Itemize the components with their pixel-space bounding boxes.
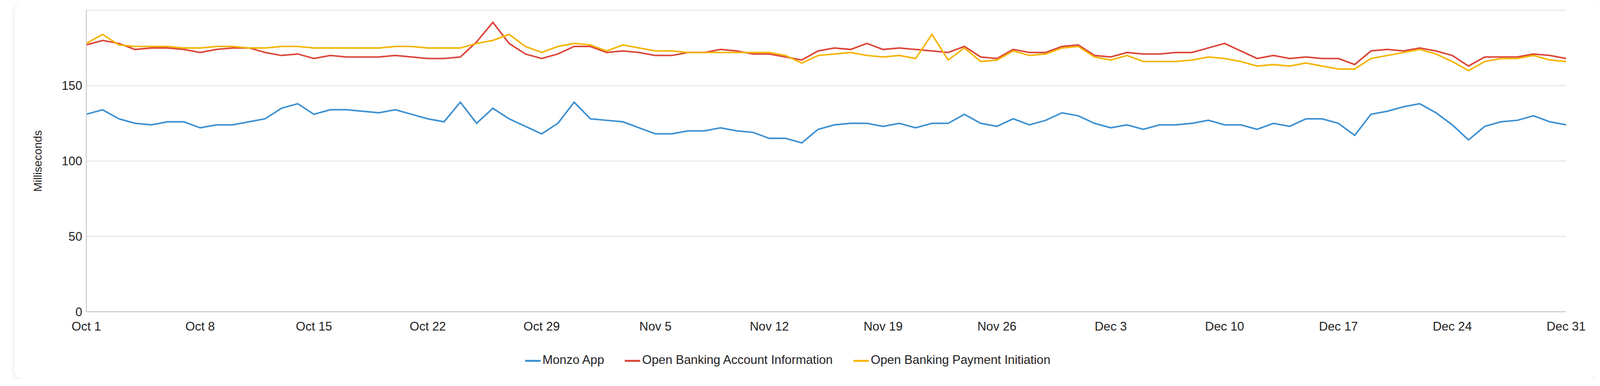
svg-text:Dec 31: Dec 31 <box>1546 319 1586 334</box>
svg-text:50: 50 <box>68 229 83 244</box>
svg-text:Nov 26: Nov 26 <box>977 319 1017 334</box>
svg-text:Dec 10: Dec 10 <box>1204 319 1244 334</box>
svg-text:Dec 17: Dec 17 <box>1318 319 1358 334</box>
svg-text:Oct 8: Oct 8 <box>185 319 215 334</box>
html-text:Open Banking Payment Initiatio: Open Banking Payment Initiation <box>870 353 1051 368</box>
svg-text:Oct 29: Oct 29 <box>523 319 561 334</box>
html-text:Open Banking Account Informati: Open Banking Account Information <box>642 353 833 368</box>
html-text:Monzo App: Monzo App <box>542 353 605 368</box>
svg-text:Nov 5: Nov 5 <box>639 319 672 334</box>
svg-text:Dec 3: Dec 3 <box>1094 319 1127 334</box>
svg-text:Oct 22: Oct 22 <box>409 319 446 334</box>
svg-text:150: 150 <box>61 78 83 93</box>
svg-text:Nov 19: Nov 19 <box>863 319 903 334</box>
svg-text:100: 100 <box>61 154 83 169</box>
svg-text:0: 0 <box>75 305 83 320</box>
svg-text:Milliseconds: Milliseconds <box>31 130 45 193</box>
svg-text:Nov 12: Nov 12 <box>749 319 789 334</box>
svg-text:Oct 15: Oct 15 <box>295 319 333 334</box>
svg-text:Dec 24: Dec 24 <box>1432 319 1472 334</box>
svg-text:Oct 1: Oct 1 <box>71 319 101 334</box>
